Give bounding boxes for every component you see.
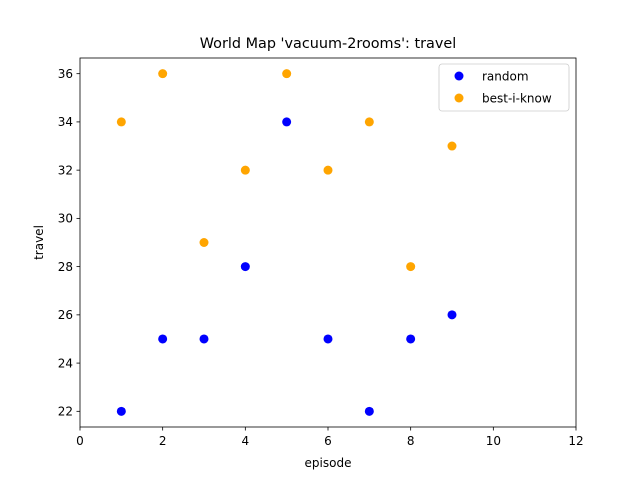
x-tick-label: 4 [242,434,250,448]
data-point-random [323,334,333,344]
x-tick-label: 6 [324,434,332,448]
plot-frame [79,57,577,428]
y-tick-label: 34 [58,115,73,129]
data-point-best-i-know [240,165,250,175]
legend-label-random: random [482,70,529,84]
legend-frame [438,63,570,112]
y-tick-label: 30 [58,212,73,226]
y-tick-label: 28 [58,260,73,274]
x-tick-label: 2 [159,434,167,448]
x-axis-label: episode [305,456,352,470]
data-point-best-i-know [406,262,416,272]
y-tick-label: 26 [58,308,73,322]
data-point-best-i-know [116,117,126,127]
data-point-best-i-know [282,69,292,79]
data-point-random [116,406,126,416]
data-point-random [447,310,457,320]
data-point-random [406,334,416,344]
y-tick-label: 24 [58,356,73,370]
y-axis-label: travel [32,225,46,260]
data-point-random [240,262,250,272]
data-point-best-i-know [158,69,168,79]
legend: random best-i-know [438,63,570,112]
data-point-random [282,117,292,127]
data-point-random [158,334,168,344]
legend-marker-best-i-know [454,93,464,103]
data-point-best-i-know [199,238,209,247]
y-tick-label: 22 [58,405,73,419]
x-tick-label: 12 [568,434,583,448]
data-point-random [364,406,374,416]
data-point-best-i-know [364,117,374,127]
data-point-best-i-know [323,165,333,175]
chart-title: World Map 'vacuum-2rooms': travel [200,36,456,52]
legend-marker-random [454,71,464,81]
x-tick-label: 8 [407,434,415,448]
series-best-i-know [116,69,457,272]
y-tick-label: 36 [58,67,73,81]
x-tick-label: 0 [76,434,84,448]
y-tick-label: 32 [58,163,73,177]
x-tick-label: 10 [486,434,501,448]
data-points [116,69,457,416]
data-point-random [199,334,209,344]
series-random [116,117,457,416]
legend-label-best-i-know: best-i-know [482,92,552,106]
data-point-best-i-know [447,141,457,151]
plot-area [80,58,576,427]
